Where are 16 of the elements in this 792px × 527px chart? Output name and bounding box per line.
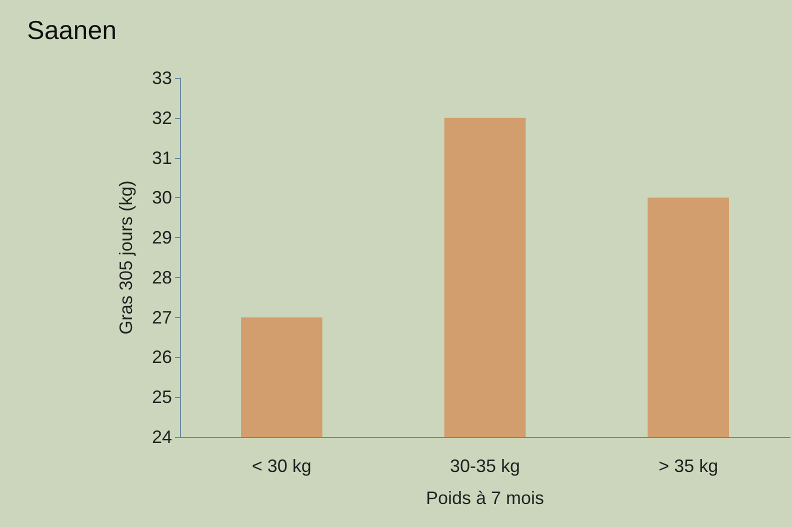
y-tick-label: 30	[152, 188, 172, 208]
y-axis-title: Gras 305 jours (kg)	[116, 180, 136, 335]
x-axis-title: Poids à 7 mois	[426, 488, 544, 508]
y-tick-label: 33	[152, 68, 172, 88]
x-tick-label: > 35 kg	[658, 456, 718, 476]
chart-title: Saanen	[27, 15, 117, 45]
y-tick-label: 27	[152, 307, 172, 328]
y-tick-label: 26	[152, 347, 172, 368]
y-tick-label: 24	[152, 427, 172, 447]
y-tick-label: 32	[152, 108, 172, 128]
x-tick-label: < 30 kg	[252, 456, 312, 476]
y-tick-label: 28	[152, 267, 172, 288]
x-tick-label: 30-35 kg	[450, 456, 520, 476]
y-tick-label: 25	[152, 387, 172, 408]
y-tick-label: 29	[152, 228, 172, 248]
y-tick-label: 31	[152, 148, 172, 168]
